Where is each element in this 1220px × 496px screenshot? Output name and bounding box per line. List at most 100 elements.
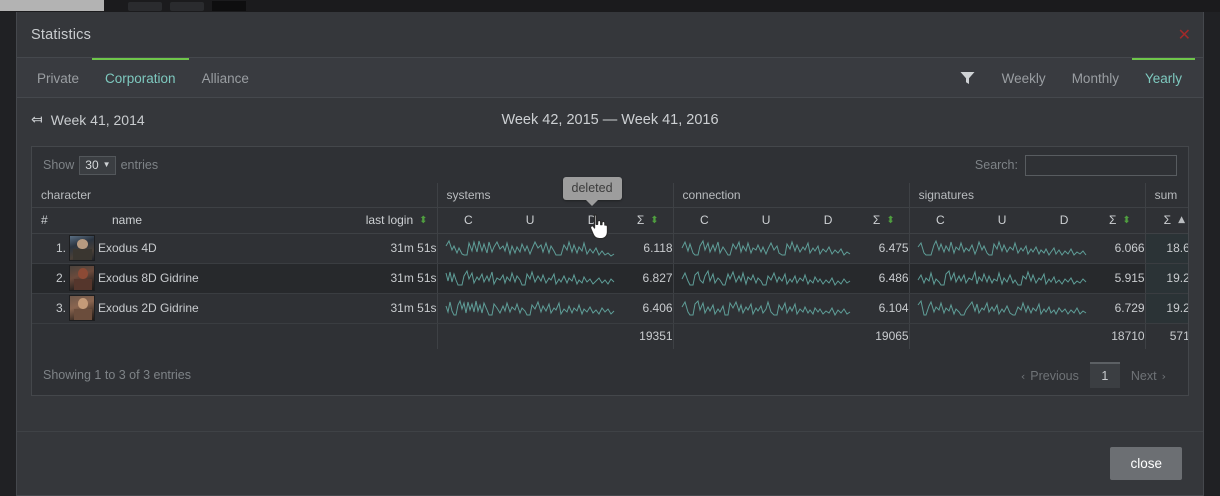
col-last-login[interactable]: last login ⬍ [341,207,438,234]
dialog-title: Statistics [31,26,92,43]
row-name: Exodus 8D Gidrine [98,263,341,294]
pagination-page-1[interactable]: 1 [1089,362,1120,388]
avatar [69,235,95,261]
sort-both-icon: ⬍ [1122,214,1131,226]
col-signatures-sum[interactable]: Σ ⬍ [1095,207,1146,234]
col-systems-deleted[interactable]: D [561,207,624,234]
row-index: 2. [32,263,66,294]
tab-corporation[interactable]: Corporation [92,58,189,97]
row-signatures-sum: 6.729 [1095,293,1146,324]
avatar-cell [66,263,98,294]
sparkline-connection [672,263,860,294]
pagination-previous[interactable]: ‹ Previous [1010,362,1090,388]
week-navigation-bar: ⤆ Week 41, 2014 Week 42, 2015 — Week 41,… [17,98,1203,142]
totals-systems: 19351 [436,322,674,349]
row-connection-sum: 6.486 [859,263,910,294]
row-systems-sum: 6.406 [623,293,674,324]
col-systems-created[interactable]: C [436,207,500,234]
pagination: ‹ Previous 1 Next › [1010,362,1177,388]
page-length-select[interactable]: 30 ▼ [79,155,116,175]
col-connection-created[interactable]: C [672,207,736,234]
sort-both-icon: ⬍ [650,214,659,226]
previous-period-label: Week 41, 2014 [50,112,145,128]
table-footer: 19351 19065 18710 57126 [32,322,1188,349]
group-header-sum: sum [1144,183,1188,208]
sort-both-icon: ⬍ [886,214,895,226]
sparkline-systems [436,233,624,264]
row-total-sum: 18.659 [1144,233,1188,264]
tab-weekly[interactable]: Weekly [1001,71,1046,86]
browser-tab-active[interactable] [0,0,104,11]
col-last-login-label: last login [365,213,414,227]
period-range-label: Week 42, 2015 — Week 41, 2016 [501,112,719,128]
pagination-previous-label: Previous [1030,369,1079,383]
col-signatures-updated[interactable]: U [971,207,1034,234]
tab-private[interactable]: Private [37,71,80,86]
search-input[interactable] [1025,154,1177,176]
row-connection-sum: 6.104 [859,293,910,324]
totals-row: 19351 19065 18710 57126 [32,322,1188,349]
dialog-header: Statistics ✕ [17,12,1203,58]
col-systems-sum[interactable]: Σ ⬍ [623,207,674,234]
avatar [69,295,95,321]
totals-signatures: 18710 [908,322,1146,349]
close-x-icon[interactable]: ✕ [1177,24,1191,44]
col-signatures-deleted[interactable]: D [1033,207,1096,234]
statistics-panel: Show 30 ▼ entries Search: [31,146,1189,396]
statistics-dialog: Statistics ✕ Private Corporation Allianc… [16,12,1204,496]
filter-funnel-icon[interactable] [946,58,989,97]
col-connection-sum[interactable]: Σ ⬍ [859,207,910,234]
col-name-label: name [112,213,143,227]
tab-monthly[interactable]: Monthly [1071,71,1119,86]
row-index: 3. [32,293,66,324]
sort-asc-icon: ▲ [1178,215,1186,225]
sparkline-connection [672,233,860,264]
dialog-toolbar: Private Corporation Alliance Weekly Mont… [17,58,1203,98]
col-total-sum-label: Σ [1163,213,1172,227]
row-last-login: 31m 51s [341,233,438,264]
chevron-left-icon: ‹ [1020,369,1026,383]
browser-tab-ghost-2[interactable] [170,2,204,11]
col-systems-updated[interactable]: U [499,207,562,234]
page-length-prefix: Show [43,158,75,172]
col-total-sum[interactable]: Σ ▲ [1144,207,1188,234]
statistics-table: character systems connection signatures … [32,183,1188,349]
col-connection-updated[interactable]: U [735,207,798,234]
row-name: Exodus 4D [98,233,341,264]
pagination-next[interactable]: Next › [1120,362,1177,388]
column-tooltip: deleted [562,177,622,200]
dialog-footer: close [17,431,1203,495]
chevron-down-icon: ▼ [102,160,111,169]
pagination-next-label: Next [1130,369,1157,383]
search-label: Search: [974,158,1018,172]
col-connection-deleted[interactable]: D [797,207,860,234]
tab-alliance[interactable]: Alliance [201,71,249,86]
arrow-left-icon: ⤆ [31,112,43,128]
table-row[interactable]: 1. Exodus 4D 31m 51s 6.118 [32,233,1188,264]
col-name[interactable]: name [98,207,341,234]
avatar [69,265,95,291]
row-systems-sum: 6.118 [623,233,674,264]
sparkline-signatures [908,293,1096,324]
close-button[interactable]: close [1110,447,1182,480]
row-signatures-sum: 5.915 [1095,263,1146,294]
table-row[interactable]: 2. Exodus 8D Gidrine 31m 51s 6.82 [32,263,1188,294]
search-control: Search: [974,154,1177,176]
browser-tabstrip [0,0,1220,12]
col-signatures-created[interactable]: C [908,207,972,234]
row-total-sum: 19.239 [1144,293,1188,324]
row-index: 1. [32,233,66,264]
row-signatures-sum: 6.066 [1095,233,1146,264]
tab-yearly[interactable]: Yearly [1131,58,1195,97]
page-length-control: Show 30 ▼ entries [43,155,158,175]
browser-tab-ghost-1[interactable] [128,2,162,11]
table-row[interactable]: 3. Exodus 2D Gidrine 31m 51s 6.40 [32,293,1188,324]
totals-connection: 19065 [672,322,910,349]
totals-blank [32,323,437,349]
col-systems-sum-label: Σ [636,213,645,227]
previous-period-button[interactable]: ⤆ Week 41, 2014 [17,112,145,128]
col-connection-sum-label: Σ [872,213,881,227]
group-header-systems: systems [436,183,674,208]
sparkline-systems [436,293,624,324]
group-header-connection: connection [672,183,910,208]
